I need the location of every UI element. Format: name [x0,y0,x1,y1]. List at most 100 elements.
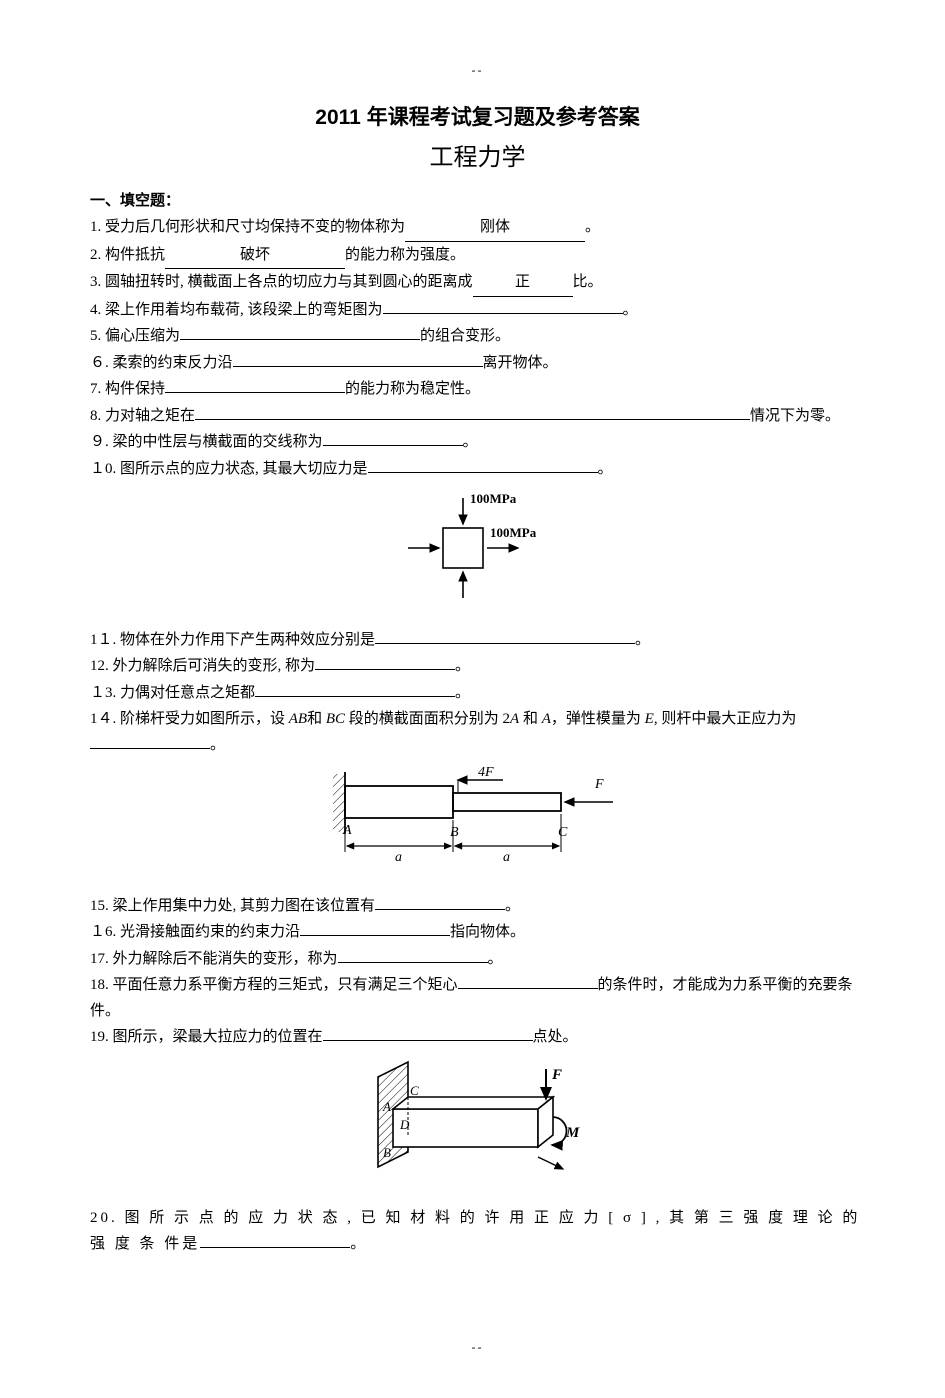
q14-blank [90,733,210,749]
q15-blank [375,894,505,910]
q14-bc: BC [326,711,345,727]
q5-blank [180,325,420,341]
q7-blank [165,378,345,394]
fig3-d: D [399,1117,410,1132]
q14-mid2: 段的横截面面积分别为 2 [345,711,510,727]
q7-pre: 7. 构件保持 [90,381,165,397]
q3-answer: 正 [473,270,573,297]
fig2-b-label: B [450,825,459,840]
q9-pre: ９. 梁的中性层与横截面的交线称为 [90,434,323,450]
fig3-f: F [551,1067,562,1083]
question-20: 20. 图 所 示 点 的 应 力 状 态 , 已 知 材 料 的 许 用 正 … [90,1206,865,1257]
q13-blank [255,681,455,697]
figure-1-stress-element: 100MPa 100MPa [90,488,865,618]
q11-blank [375,628,635,644]
question-14: 1４. 阶梯杆受力如图所示，设 AB和 BC 段的横截面面积分别为 2A 和 A… [90,707,865,758]
q14-pre: 1４. 阶梯杆受力如图所示，设 [90,711,289,727]
question-13: １3. 力偶对任意点之矩都 。 [90,681,865,707]
q19-pre: 19. 图所示，梁最大拉应力的位置在 [90,1029,323,1045]
doc-title-main: 2011 年课程考试复习题及参考答案 [90,100,865,136]
question-7: 7. 构件保持 的能力称为稳定性。 [90,377,865,403]
q11-post: 。 [635,632,650,648]
question-11: 1１. 物体在外力作用下产生两种效应分别是 。 [90,628,865,654]
q10-blank [368,457,598,473]
q8-pre: 8. 力对轴之矩在 [90,408,195,424]
cantilever-3d-svg: A B C D F M [348,1057,608,1187]
dash-marker-top: -- [90,60,865,80]
fig1-label-top: 100MPa [470,491,517,506]
doc-title-sub: 工程力学 [90,138,865,179]
q19-post: 点处。 [533,1029,578,1045]
fig3-a: A [382,1099,391,1114]
q14-a2: A [542,711,551,727]
q13-pre: １3. 力偶对任意点之矩都 [90,685,255,701]
q15-post: 。 [505,898,520,914]
question-17: 17. 外力解除后不能消失的变形，称为。 [90,947,865,973]
q3-post: 比。 [573,274,603,290]
q20-post: 。 [350,1236,365,1252]
figure-2-stepped-bar: 4F F A B C a a [90,764,865,884]
q16-pre: １6. 光滑接触面约束的约束力沿 [90,924,300,940]
fig2-4f: 4F [478,765,494,780]
fig3-b: B [383,1145,391,1160]
q10-pre: １0. 图所示点的应力状态, 其最大切应力是 [90,461,368,477]
q14-ab: AB [289,711,307,727]
question-15: 15. 梁上作用集中力处, 其剪力图在该位置有 。 [90,894,865,920]
q13-post: 。 [455,685,470,701]
q14-mid1: 和 [307,711,326,727]
q12-post: 。 [455,658,470,674]
q8-post: 情况下为零。 [750,408,840,424]
question-4: 4. 梁上作用着均布载荷, 该段梁上的弯矩图为 。 [90,298,865,324]
question-1: 1. 受力后几何形状和尺寸均保持不变的物体称为刚体。 [90,215,865,242]
question-10: １0. 图所示点的应力状态, 其最大切应力是 。 [90,457,865,483]
stepped-bar-svg: 4F F A B C a a [313,764,643,874]
section-heading-1: 一、填空题： [90,189,865,215]
q2-answer: 破坏 [165,243,345,270]
q7-post: 的能力称为稳定性。 [345,381,480,397]
question-2: 2. 构件抵抗破坏的能力称为强度。 [90,243,865,270]
q20-blank [200,1232,350,1248]
fig2-c-label: C [558,825,568,840]
q1-answer: 刚体 [405,215,585,242]
q9-blank [323,431,463,447]
q6-blank [233,351,483,367]
q15-pre: 15. 梁上作用集中力处, 其剪力图在该位置有 [90,898,375,914]
fig3-c: C [410,1083,419,1098]
q9-post: 。 [463,434,478,450]
q2-post: 的能力称为强度。 [345,247,465,263]
question-9: ９. 梁的中性层与横截面的交线称为 。 [90,430,865,456]
q12-pre: 12. 外力解除后可消失的变形, 称为 [90,658,315,674]
question-8: 8. 力对轴之矩在 情况下为零。 [90,404,865,430]
fig2-dim-a1: a [395,850,402,865]
q1-pre: 1. 受力后几何形状和尺寸均保持不变的物体称为 [90,219,405,235]
q10-post: 。 [598,461,613,477]
stress-element-svg: 100MPa 100MPa [388,488,568,608]
q1-post: 。 [585,219,600,235]
q3-pre: 3. 圆轴扭转时, 横截面上各点的切应力与其到圆心的距离成 [90,274,473,290]
q5-post: 的组合变形。 [420,328,510,344]
question-18: 18. 平面任意力系平衡方程的三矩式，只有满足三个矩心的条件时，才能成为力系平衡… [90,973,865,1024]
fig3-m: M [565,1125,580,1141]
q12-blank [315,655,455,671]
question-12: 12. 外力解除后可消失的变形, 称为 。 [90,654,865,680]
q14-post: 。 [210,737,225,753]
dash-marker-bottom: -- [90,1337,865,1357]
question-3: 3. 圆轴扭转时, 横截面上各点的切应力与其到圆心的距离成正比。 [90,270,865,297]
q11-pre: 1１. 物体在外力作用下产生两种效应分别是 [90,632,375,648]
q2-pre: 2. 构件抵抗 [90,247,165,263]
q4-pre: 4. 梁上作用着均布载荷, 该段梁上的弯矩图为 [90,302,383,318]
q4-post: 。 [623,302,638,318]
q18-blank [458,974,598,990]
q5-pre: 5. 偏心压缩为 [90,328,180,344]
q17-pre: 17. 外力解除后不能消失的变形，称为 [90,951,338,967]
q17-blank [338,947,488,963]
fig2-a-label: A [342,823,352,838]
fig2-dim-a2: a [503,850,510,865]
fig1-label-right: 100MPa [490,525,537,540]
q6-pre: ６. 柔索的约束反力沿 [90,355,233,371]
q16-post: 指向物体。 [450,924,525,940]
figure-3-cantilever-3d: A B C D F M [90,1057,865,1197]
q14-mid4: ，弹性模量为 [551,711,645,727]
q14-e: E [645,711,654,727]
fig2-f: F [594,777,604,792]
